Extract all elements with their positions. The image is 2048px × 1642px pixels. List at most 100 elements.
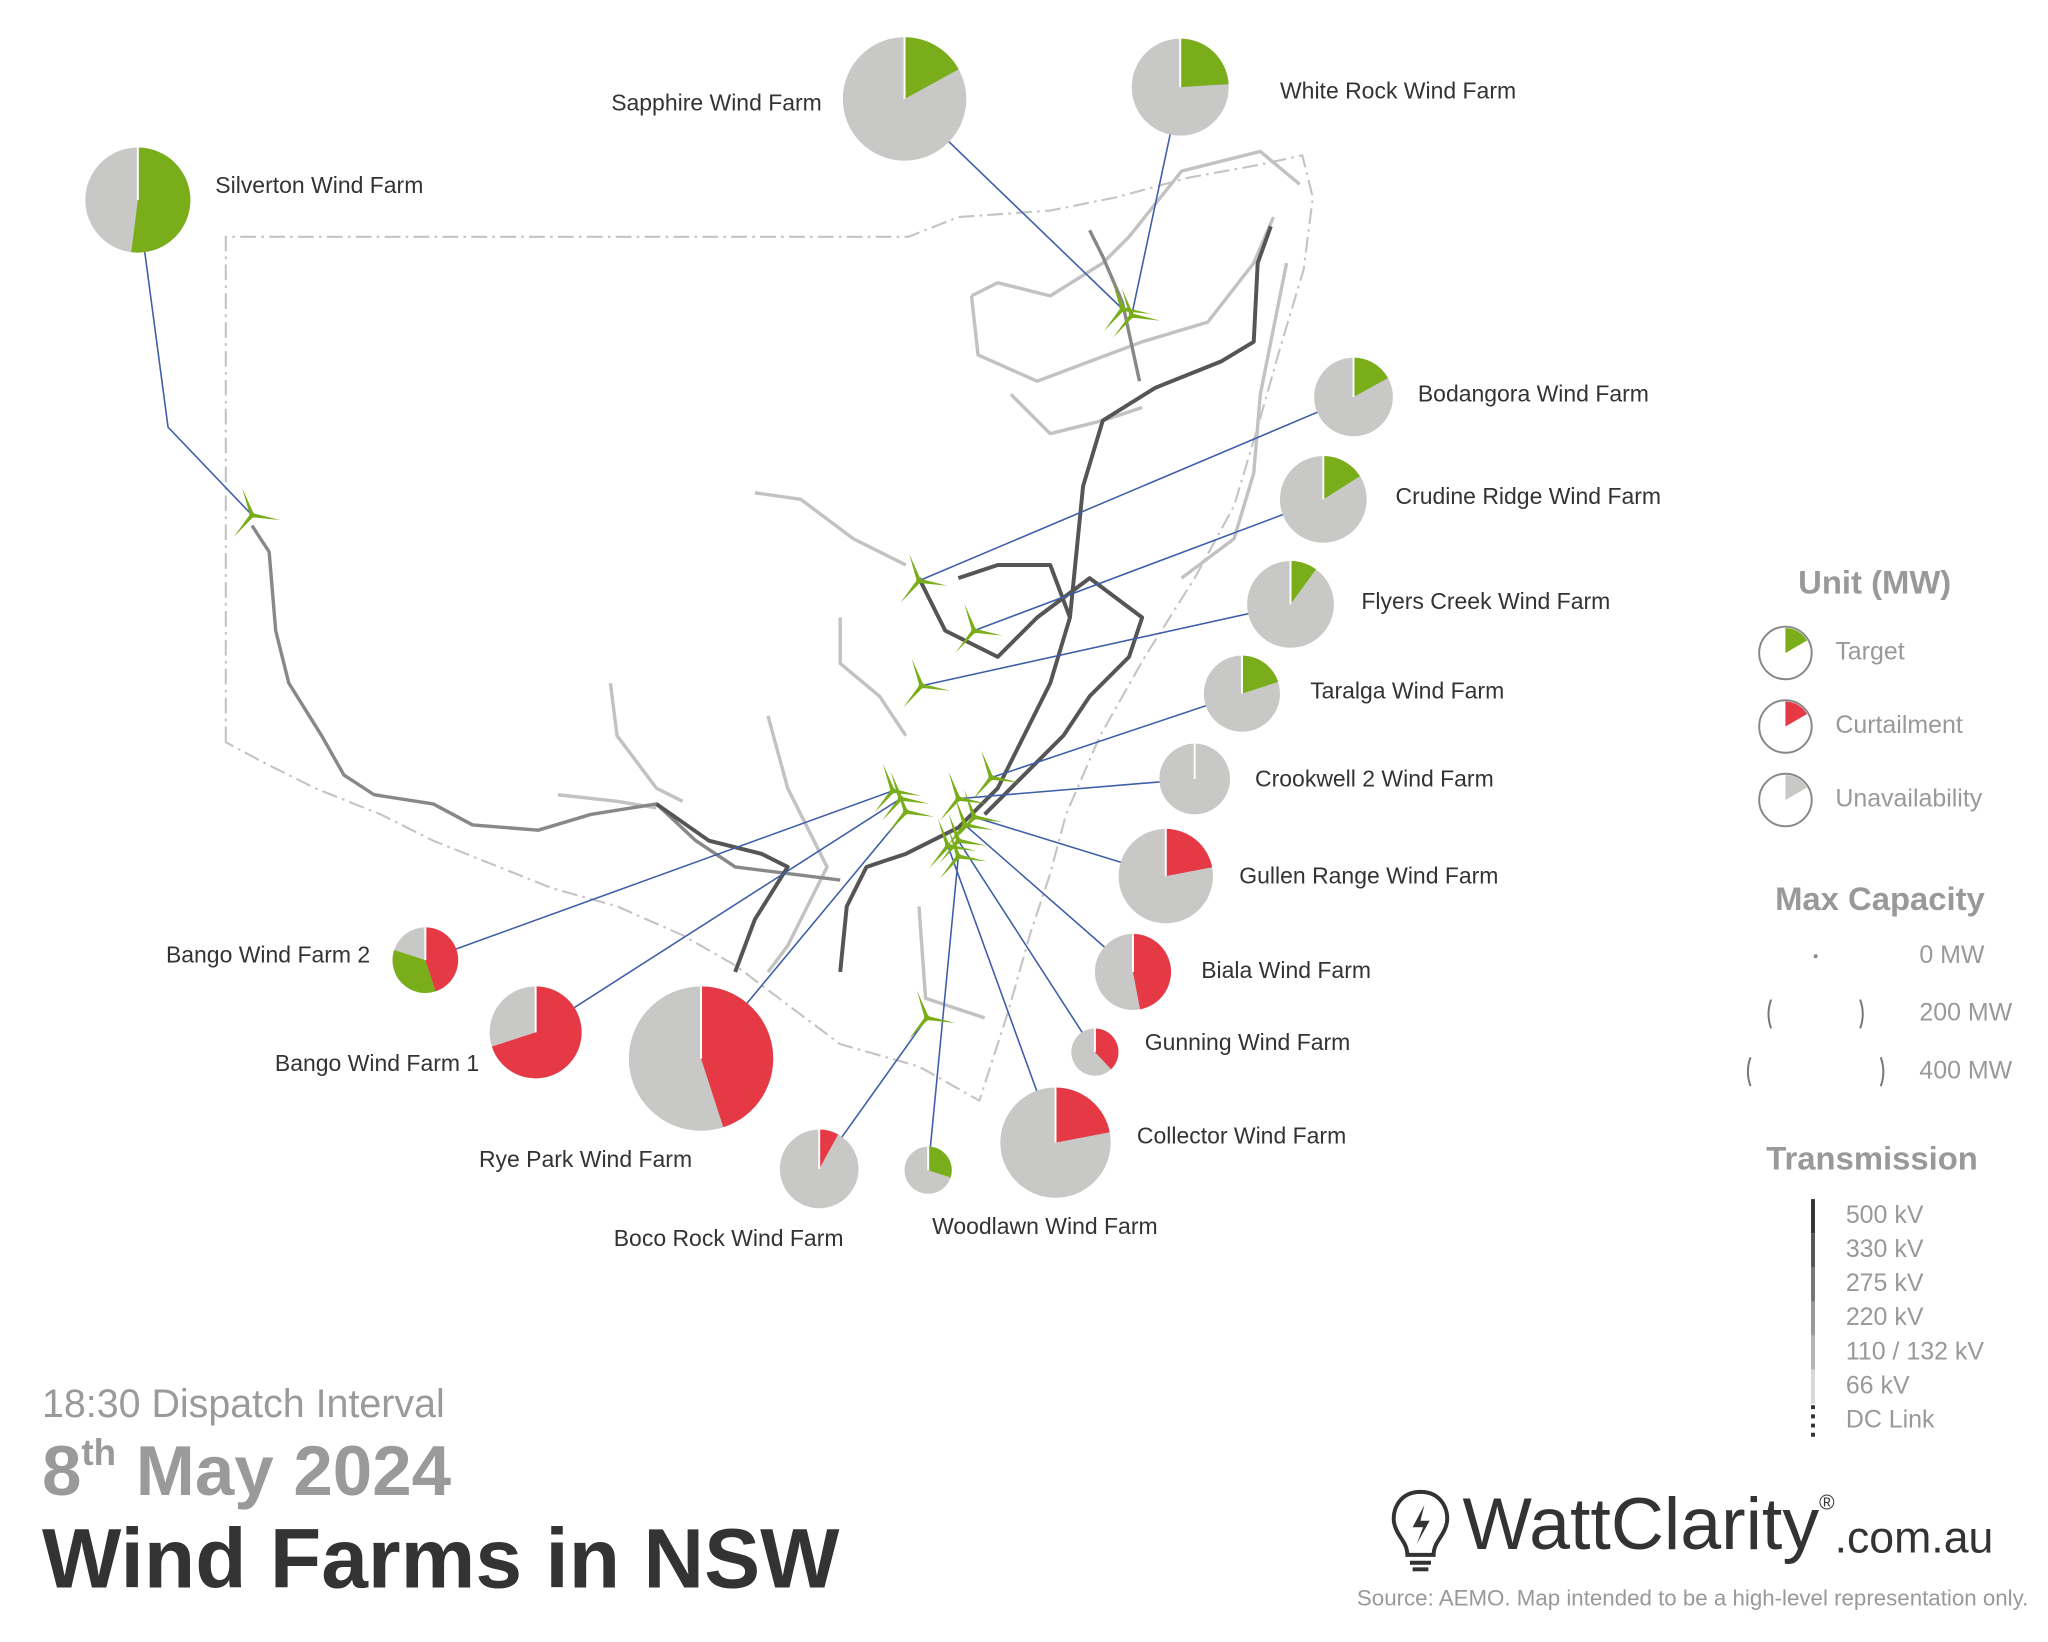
- turbine-hub: [1119, 306, 1126, 312]
- legend-label: 275 kV: [1846, 1269, 1924, 1297]
- pie-curtailment: [1165, 828, 1213, 877]
- legend: Target Curtailment Unavailability 0 MW 200 M…: [1746, 625, 2013, 1437]
- turbine-blade: [981, 750, 994, 779]
- date: 8th May 2024: [42, 1432, 452, 1511]
- farm-label: Biala Wind Farm: [1201, 957, 1371, 983]
- turbine-blade: [948, 829, 961, 858]
- turbine-hub: [249, 512, 255, 519]
- logo: WattClarity®.com.au: [1462, 1482, 1993, 1565]
- unit-legend-title: Unit (MW): [1798, 563, 1951, 600]
- transmission-legend-title: Transmission: [1766, 1140, 1978, 1177]
- farm-label: Silverton Wind Farm: [215, 172, 423, 198]
- pie: [489, 986, 582, 1079]
- turbine-blade: [957, 838, 987, 846]
- legend-label: Curtailment: [1835, 711, 1963, 739]
- pie: [628, 986, 774, 1131]
- turbine-blade: [233, 513, 254, 538]
- state-border: [224, 154, 1314, 1103]
- turbine-hub: [923, 1015, 930, 1021]
- pie-curtailment: [819, 1129, 839, 1169]
- pie-target: [1241, 655, 1279, 694]
- pie: [1247, 561, 1334, 648]
- pie: [1118, 828, 1213, 924]
- turbine-blade: [964, 822, 994, 830]
- turbine-blade: [882, 763, 895, 792]
- leader-line: [958, 778, 1195, 800]
- farm-label: Bango Wind Farm 2: [166, 941, 370, 967]
- legend-label: Target: [1835, 638, 1904, 666]
- pie: [1094, 933, 1172, 1011]
- pie-target: [1353, 357, 1388, 397]
- leader-line: [973, 498, 1324, 632]
- turbine: [972, 750, 1020, 800]
- date-day: 8: [42, 1432, 81, 1511]
- pie: [1314, 357, 1393, 437]
- pie-target: [1180, 38, 1229, 88]
- farm-label: Crookwell 2 Wind Farm: [1255, 765, 1494, 791]
- pie: [1000, 1087, 1111, 1198]
- line-330kv: [655, 225, 1273, 973]
- legend-wedge: [1785, 775, 1808, 800]
- pie: [842, 37, 967, 161]
- farm-label: Collector Wind Farm: [1137, 1122, 1346, 1148]
- pie: [392, 927, 459, 993]
- logo-domain: .com.au: [1835, 1513, 1994, 1562]
- turbine: [939, 771, 987, 821]
- turbine-blade: [887, 810, 908, 834]
- pie-curtailment: [491, 986, 582, 1079]
- turbine-blade: [1103, 307, 1125, 332]
- leader-line: [425, 790, 893, 961]
- turbine-blade: [874, 789, 895, 813]
- transmission-network: [224, 149, 1314, 1103]
- logo-icon: [1391, 1489, 1450, 1572]
- line-220kv: [250, 229, 1142, 882]
- logo-brand: WattClarity: [1462, 1482, 1819, 1565]
- turbine-blade: [957, 796, 987, 804]
- turbine-blade: [882, 797, 903, 821]
- turbine-hub: [988, 774, 995, 781]
- turbine-hub: [897, 795, 904, 802]
- turbine-blade: [948, 771, 961, 800]
- turbine-blade: [916, 990, 929, 1019]
- turbine-hub: [916, 577, 922, 584]
- turbine-blade: [911, 658, 924, 687]
- turbine-blade: [964, 603, 977, 632]
- turbine-blade: [900, 796, 930, 804]
- turbine-blade: [929, 844, 950, 869]
- pie-target: [131, 147, 191, 253]
- legend-wedge: [1785, 628, 1808, 653]
- farm-label: Crudine Ridge Wind Farm: [1396, 483, 1662, 509]
- title: Wind Farms in NSW: [42, 1512, 840, 1606]
- turbine-hub: [955, 853, 962, 860]
- farm-label: Flyers Creek Wind Farm: [1361, 588, 1610, 614]
- interval: 18:30 Dispatch Interval: [42, 1382, 445, 1426]
- turbine-blade: [908, 1016, 929, 1041]
- turbine-blade: [1113, 314, 1134, 338]
- pie-curtailment: [425, 927, 459, 992]
- legend-label: Unavailability: [1835, 785, 1982, 813]
- turbines: [233, 281, 1161, 1041]
- farm-label: Gunning Wind Farm: [1145, 1029, 1351, 1055]
- pie: [85, 147, 191, 253]
- turbine-blade: [955, 797, 967, 826]
- legend-label: 400 MW: [1919, 1056, 2012, 1084]
- turbine-blade: [921, 683, 951, 691]
- turbine-blade: [939, 797, 960, 821]
- turbine: [233, 487, 281, 538]
- turbine-blade: [972, 776, 993, 800]
- pie: [1159, 743, 1231, 815]
- turbine-blade: [251, 513, 281, 521]
- pie: [1131, 38, 1229, 136]
- turbine: [939, 829, 987, 879]
- farm-label: Bodangora Wind Farm: [1418, 381, 1649, 407]
- turbine-blade: [1112, 281, 1125, 310]
- turbine-hub: [1128, 312, 1135, 319]
- date-rest: May 2024: [116, 1432, 452, 1511]
- farm-label: Woodlawn Wind Farm: [932, 1213, 1158, 1239]
- turbine-blade: [939, 855, 960, 879]
- leader-line: [927, 856, 960, 1171]
- leader-line: [535, 798, 902, 1034]
- turbine-blade: [242, 487, 255, 516]
- legend-swatch: [1758, 772, 1813, 828]
- date-suffix: th: [81, 1432, 116, 1473]
